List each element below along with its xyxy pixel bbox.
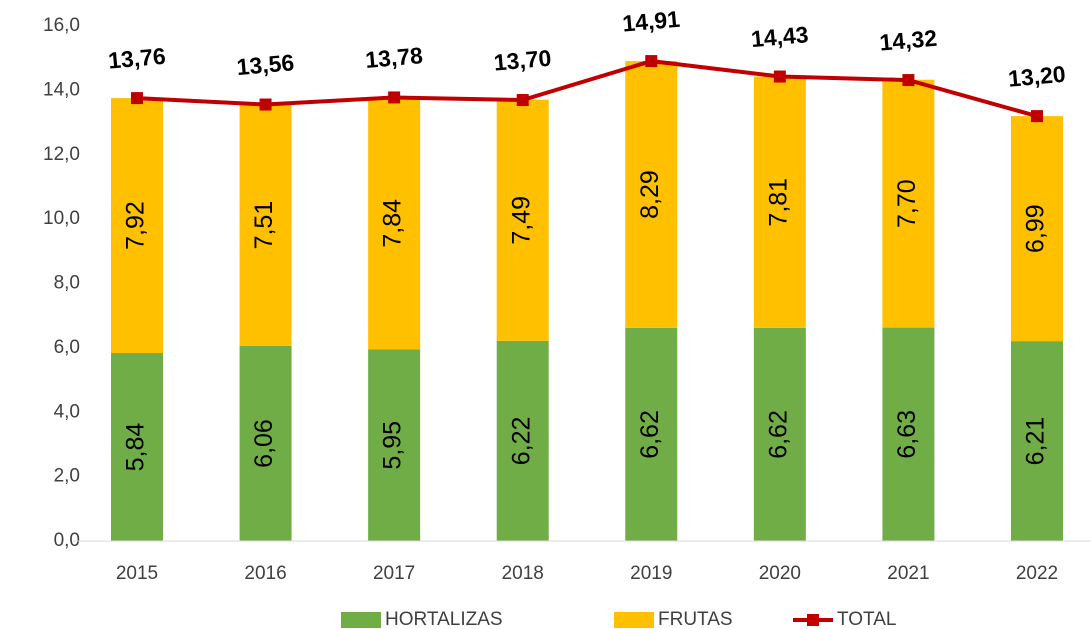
total-line — [136, 59, 1038, 119]
total-marker — [131, 92, 143, 105]
y-tick-label: 2,0 — [54, 466, 80, 487]
total-marker — [259, 98, 272, 111]
bar-segment — [1010, 116, 1063, 342]
total-label: 13,70 — [493, 45, 553, 76]
data-label: 5,84 — [122, 423, 150, 472]
y-tick-label: 4,0 — [54, 401, 80, 422]
bar-segment — [239, 104, 292, 346]
data-label: 7,92 — [122, 201, 150, 250]
x-tick-label: 2018 — [502, 563, 544, 584]
y-tick-label: 0,0 — [54, 530, 80, 551]
legend-label: HORTALIZAS — [385, 609, 503, 629]
total-label: 14,43 — [750, 21, 810, 52]
y-tick-label: 8,0 — [54, 273, 80, 294]
data-label: 6,06 — [250, 419, 278, 468]
bar-segment — [882, 327, 935, 541]
legend-marker — [807, 614, 819, 626]
data-label: 7,51 — [250, 201, 278, 250]
x-tick-label: 2020 — [759, 563, 801, 584]
total-label: 14,32 — [878, 25, 938, 56]
total-marker — [902, 74, 915, 87]
bar-segment — [625, 61, 678, 328]
legend-label: FRUTAS — [658, 609, 733, 629]
bar-segment — [882, 79, 935, 328]
data-label: 7,84 — [379, 199, 407, 248]
data-label: 6,99 — [1022, 204, 1050, 253]
data-label: 6,63 — [893, 410, 921, 459]
data-label: 7,49 — [507, 196, 535, 245]
data-label: 6,62 — [764, 410, 792, 459]
x-tick-label: 2017 — [373, 563, 415, 584]
data-label: 8,29 — [636, 170, 664, 219]
y-tick-label: 12,0 — [43, 144, 80, 165]
total-marker — [1030, 110, 1043, 123]
total-label: 13,78 — [364, 42, 424, 73]
bar-segment — [753, 327, 806, 541]
x-tick-label: 2022 — [1016, 563, 1058, 584]
total-label: 13,76 — [107, 43, 167, 74]
data-label: 6,62 — [636, 410, 664, 459]
legend-swatch — [341, 612, 381, 628]
x-tick-label: 2015 — [116, 563, 158, 584]
data-label: 5,95 — [379, 421, 407, 470]
y-tick-label: 16,0 — [43, 15, 80, 36]
x-tick-label: 2019 — [630, 563, 672, 584]
bar-segment — [625, 327, 678, 541]
total-marker — [516, 94, 529, 107]
y-tick-label: 14,0 — [43, 79, 80, 100]
bar-segment — [111, 98, 163, 354]
x-tick-label: 2021 — [887, 563, 929, 584]
bar-segment — [368, 97, 421, 350]
data-label: 7,70 — [893, 179, 921, 228]
total-marker — [388, 91, 401, 104]
total-label: 13,20 — [1007, 61, 1067, 92]
total-label: 13,56 — [236, 49, 296, 80]
x-tick-label: 2016 — [244, 563, 286, 584]
bar-segment — [111, 353, 163, 541]
total-label: 14,91 — [621, 6, 681, 37]
total-marker — [645, 55, 658, 68]
bar-segment — [239, 345, 292, 541]
legend-swatch — [614, 612, 654, 628]
data-label: 6,21 — [1022, 417, 1050, 466]
bar-segment — [368, 349, 421, 541]
bar-segment — [496, 340, 549, 541]
total-marker — [773, 70, 786, 83]
y-tick-label: 10,0 — [43, 208, 80, 229]
y-tick-label: 6,0 — [54, 337, 80, 358]
bar-segment — [496, 99, 549, 341]
data-label: 6,22 — [507, 417, 535, 466]
legend-label: TOTAL — [837, 609, 896, 629]
data-label: 7,81 — [764, 178, 792, 227]
bar-segment — [753, 76, 806, 328]
bar-segment — [1010, 341, 1063, 541]
